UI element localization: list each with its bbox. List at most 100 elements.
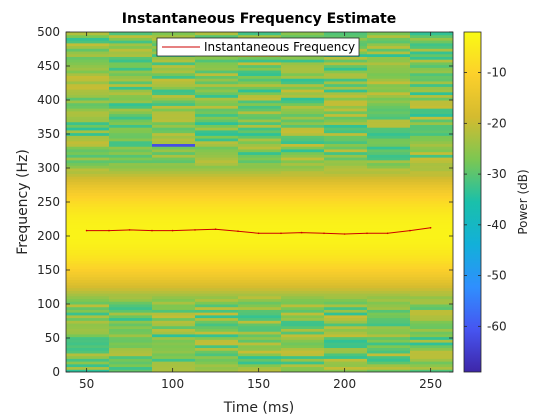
- heatmap-cell: [109, 244, 153, 248]
- heatmap-cell: [66, 102, 110, 106]
- heatmap-cell: [324, 91, 368, 96]
- heatmap-cell: [281, 233, 325, 237]
- heatmap-cell: [195, 178, 239, 183]
- heatmap-cell: [66, 222, 110, 226]
- heatmap-cell: [410, 336, 453, 340]
- legend: Instantaneous Frequency: [156, 37, 360, 57]
- heatmap-cell: [324, 225, 368, 229]
- heatmap-cell: [66, 138, 110, 142]
- heatmap-cell: [152, 347, 196, 351]
- heatmap-cell: [195, 211, 239, 215]
- heatmap-cell: [238, 200, 282, 204]
- heatmap-cell: [238, 89, 282, 93]
- heatmap-cell: [238, 333, 282, 338]
- heatmap-cell: [109, 274, 153, 278]
- heatmap-cell: [410, 80, 453, 85]
- heatmap-cell: [66, 168, 110, 172]
- heatmap-cell: [195, 200, 239, 204]
- heatmap-cell: [324, 154, 368, 158]
- heatmap-cell: [410, 260, 453, 264]
- y-axis-ticks: 0 50 100 150 200 250 300 350 400 450 500: [37, 25, 453, 379]
- heatmap-cell: [195, 192, 239, 196]
- heatmap-cell: [281, 181, 325, 185]
- heatmap-cell: [152, 206, 196, 210]
- heatmap-cell: [109, 271, 153, 275]
- heatmap-cell: [238, 151, 282, 155]
- heatmap-cell: [324, 61, 368, 66]
- heatmap-cell: [109, 233, 153, 237]
- heatmap-cell: [152, 86, 196, 90]
- heatmap-cell: [281, 333, 325, 338]
- heatmap-cell: [324, 246, 368, 251]
- heatmap-cell: [109, 91, 153, 96]
- heatmap-cell: [109, 282, 153, 286]
- series-point: [300, 231, 303, 234]
- heatmap-cell: [66, 320, 110, 324]
- heatmap-cell: [238, 108, 282, 112]
- heatmap-cell: [238, 342, 282, 346]
- heatmap-cell: [66, 56, 110, 60]
- heatmap-cell: [152, 34, 196, 38]
- heatmap-cell: [152, 94, 196, 98]
- heatmap-cell: [152, 121, 196, 125]
- heatmap-cell: [324, 121, 368, 125]
- heatmap-cell: [324, 86, 368, 90]
- heatmap-cell: [152, 369, 196, 372]
- heatmap-cell: [281, 317, 325, 321]
- heatmap-cell: [195, 317, 239, 321]
- heatmap-cell: [152, 116, 196, 120]
- heatmap-cell: [410, 42, 453, 47]
- heatmap-cell: [410, 355, 453, 359]
- heatmap-cell: [367, 51, 411, 55]
- heatmap-cell: [410, 233, 453, 237]
- heatmap-cell: [367, 151, 411, 155]
- heatmap-cell: [66, 116, 110, 120]
- heatmap-cell: [109, 301, 153, 305]
- colorbar-tick-label: -10: [487, 66, 507, 80]
- heatmap-cell: [410, 32, 453, 36]
- heatmap-cell: [410, 113, 453, 117]
- heatmap-cell: [152, 276, 196, 281]
- heatmap-cell: [410, 151, 453, 155]
- heatmap-cell: [152, 80, 196, 85]
- heatmap-cell: [238, 61, 282, 66]
- heatmap-cell: [367, 80, 411, 85]
- heatmap-cell: [367, 168, 411, 172]
- heatmap-cell: [66, 249, 110, 253]
- heatmap-cell: [238, 271, 282, 275]
- heatmap-cell: [66, 189, 110, 193]
- heatmap-cell: [152, 306, 196, 310]
- heatmap-cell: [410, 276, 453, 281]
- heatmap-cell: [410, 268, 453, 272]
- heatmap-cell: [410, 140, 453, 145]
- heatmap-cell: [195, 151, 239, 155]
- heatmap-cell: [66, 206, 110, 210]
- heatmap-cell: [109, 284, 153, 289]
- heatmap-cell: [238, 135, 282, 139]
- heatmap-cell: [238, 227, 282, 232]
- heatmap-cell: [410, 97, 453, 101]
- heatmap-cell: [195, 219, 239, 223]
- heatmap-cell: [152, 249, 196, 253]
- heatmap-cell: [66, 282, 110, 286]
- heatmap-cell: [195, 320, 239, 324]
- heatmap-cell: [238, 102, 282, 106]
- heatmap-cell: [281, 249, 325, 253]
- heatmap-cell: [281, 320, 325, 324]
- heatmap-cell: [195, 80, 239, 85]
- heatmap-cell: [324, 214, 368, 218]
- heatmap-cell: [195, 314, 239, 319]
- heatmap-cell: [367, 355, 411, 359]
- heatmap-cell: [109, 323, 153, 327]
- heatmap-cell: [195, 143, 239, 147]
- heatmap-cell: [152, 61, 196, 66]
- heatmap-cell: [109, 37, 153, 41]
- heatmap-cell: [195, 83, 239, 87]
- heatmap-cell: [281, 135, 325, 139]
- heatmap-cell: [66, 333, 110, 338]
- heatmap-cell: [66, 287, 110, 291]
- heatmap-cell: [367, 211, 411, 215]
- heatmap-cell: [281, 252, 325, 256]
- heatmap-cell: [324, 168, 368, 172]
